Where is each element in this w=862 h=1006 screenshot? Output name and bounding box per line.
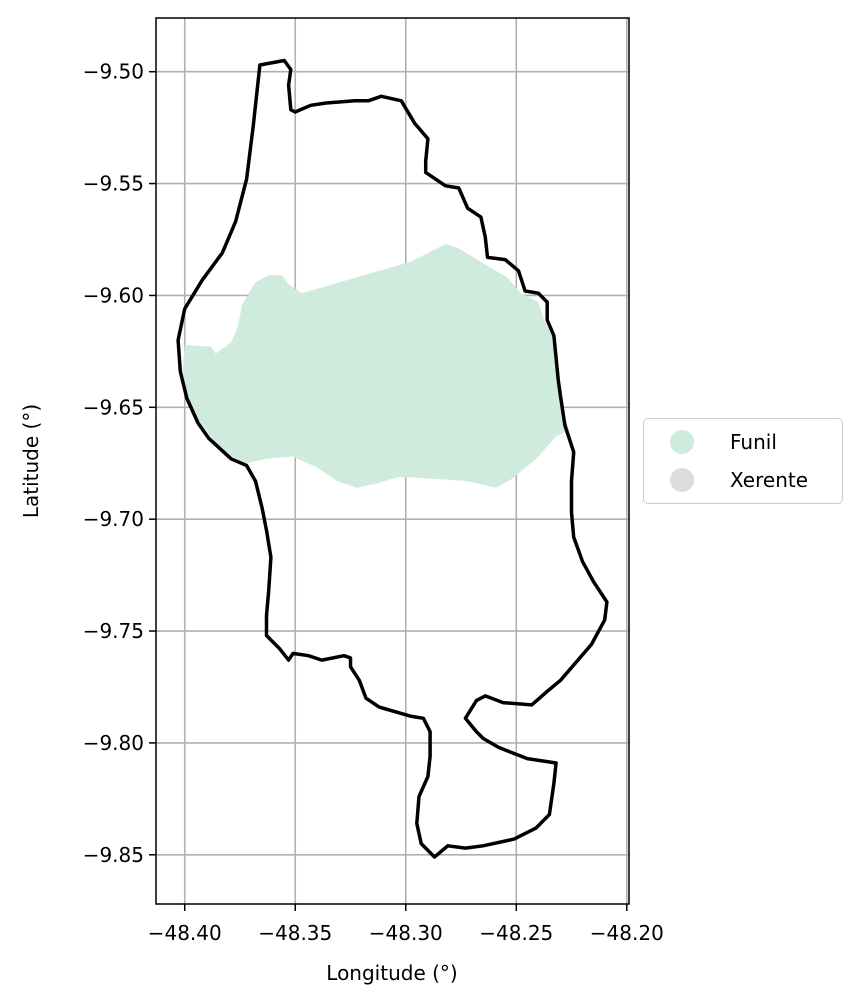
x-tick-label: −48.25 bbox=[479, 921, 553, 945]
legend-label: Funil bbox=[730, 430, 777, 454]
legend-label: Xerente bbox=[730, 468, 809, 492]
legend-item-xerente: Xerente bbox=[644, 465, 808, 495]
legend: Funil Xerente bbox=[643, 418, 843, 504]
y-tick-label: −9.50 bbox=[83, 60, 144, 84]
y-tick-label: −9.60 bbox=[83, 283, 144, 307]
y-tick-label: −9.80 bbox=[83, 731, 144, 755]
x-tick-label: −48.35 bbox=[258, 921, 332, 945]
boundary-layer bbox=[176, 58, 609, 859]
area-funil bbox=[182, 244, 570, 488]
x-tick-label: −48.30 bbox=[369, 921, 443, 945]
boundary-outline bbox=[176, 58, 609, 859]
legend-item-funil: Funil bbox=[644, 427, 777, 457]
funil-marker-icon bbox=[670, 430, 694, 454]
x-tick-label: −48.40 bbox=[148, 921, 222, 945]
x-tick-label: −48.20 bbox=[590, 921, 664, 945]
y-axis-label: Latitude (°) bbox=[19, 404, 43, 518]
axis-ticks: −48.40 −48.35 −48.30 −48.25 −48.20 −9.50 −9.55… bbox=[83, 60, 664, 945]
gridlines bbox=[156, 18, 629, 904]
y-tick-label: −9.65 bbox=[83, 395, 144, 419]
area-layer bbox=[182, 244, 570, 488]
y-tick-label: −9.70 bbox=[83, 507, 144, 531]
y-tick-label: −9.55 bbox=[83, 172, 144, 196]
xerente-marker-icon bbox=[670, 468, 694, 492]
plot-frame bbox=[155, 17, 630, 905]
x-axis-label: Longitude (°) bbox=[326, 961, 457, 985]
y-tick-label: −9.75 bbox=[83, 619, 144, 643]
y-tick-label: −9.85 bbox=[83, 843, 144, 867]
